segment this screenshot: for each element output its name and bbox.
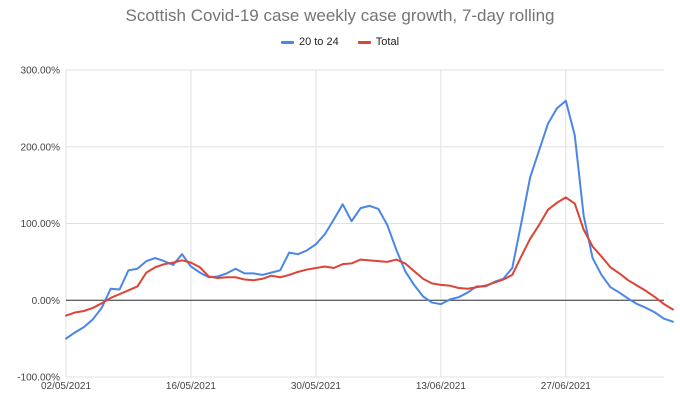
series-lines — [65, 99, 674, 340]
y-axis-ticks: -100.00% 0.00% 100.00% 200.00% 300.00% — [17, 66, 60, 384]
legend-item-total[interactable]: Total — [357, 36, 400, 48]
x-axis-ticks: 02/05/2021 16/05/2021 30/05/2021 13/06/2021… — [41, 381, 591, 392]
y-tick-label: -100.00% — [17, 373, 60, 384]
legend-item-20-to-24[interactable]: 20 to 24 — [280, 36, 339, 48]
legend-label-20-to-24: 20 to 24 — [298, 36, 339, 48]
chart-title: Scottish Covid-19 case weekly case growt… — [125, 6, 555, 25]
y-tick-label: 200.00% — [21, 142, 61, 153]
legend-swatch-total — [357, 40, 371, 44]
grid-lines — [65, 69, 664, 378]
x-tick-label: 16/05/2021 — [166, 381, 216, 392]
y-tick-label: 100.00% — [21, 219, 61, 230]
x-tick-label: 02/05/2021 — [41, 381, 91, 392]
y-tick-label: 0.00% — [32, 296, 60, 307]
y-tick-label: 300.00% — [21, 66, 61, 77]
series-line-total[interactable] — [65, 196, 674, 317]
x-tick-label: 30/05/2021 — [291, 381, 341, 392]
legend-label-total: Total — [375, 36, 400, 48]
x-tick-label: 27/06/2021 — [541, 381, 591, 392]
x-tick-label: 13/06/2021 — [416, 381, 466, 392]
series-line-20-to-24[interactable] — [65, 99, 674, 340]
legend-swatch-20-to-24 — [280, 40, 294, 44]
chart-legend: 20 to 24 Total — [0, 36, 680, 48]
